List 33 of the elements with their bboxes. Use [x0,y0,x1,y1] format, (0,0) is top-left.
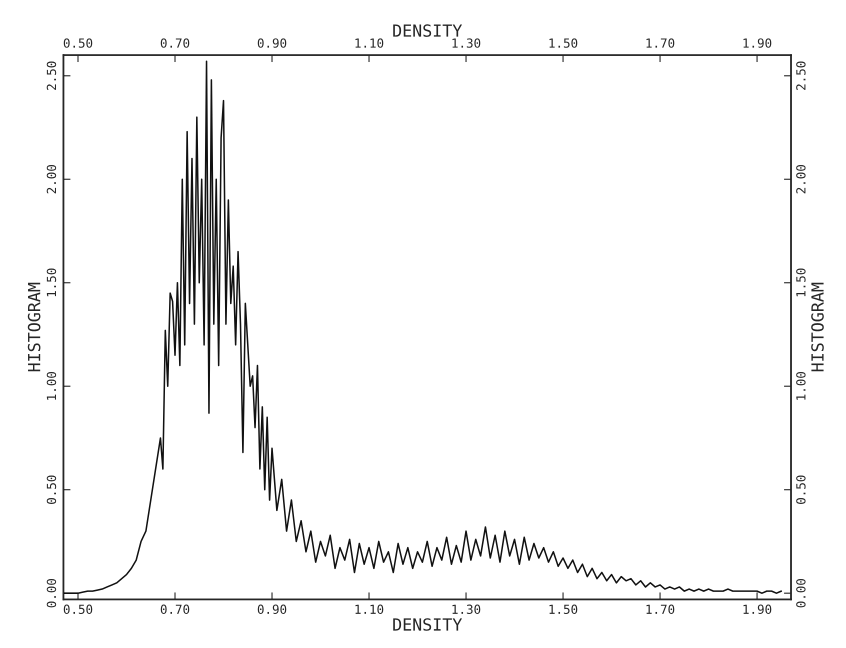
y-axis-title: HISTOGRAM [28,282,40,372]
x-tick-label: 0.50 [64,604,92,614]
x-tick-label: 1.30 [452,604,480,614]
y-tick-label: 1.50 [46,268,56,296]
x-tick-label: 1.10 [355,604,384,614]
x2-axis-title: DENSITY [393,24,462,37]
y2-axis-title: HISTOGRAM [811,282,824,372]
y-tick-label: 0.50 [46,475,56,504]
x2-tick-label: 1.90 [744,38,772,48]
x2-tick-label: 0.50 [64,38,92,48]
y-tick-label: 2.00 [46,165,56,194]
y2-tick-label: 1.00 [796,372,806,400]
x2-tick-label: 0.90 [258,38,286,48]
x-tick-label: 1.70 [646,604,674,614]
y2-tick-label: 2.00 [796,165,806,194]
x-tick-label: 1.50 [549,604,578,614]
y2-tick-label: 0.50 [796,475,806,504]
x-tick-label: 1.90 [744,604,772,614]
x2-tick-label: 1.10 [355,38,384,48]
y-tick-label: 0.00 [46,578,56,608]
x-tick-label: 0.70 [160,604,190,614]
x2-tick-label: 1.50 [549,38,578,48]
x-axis-title: DENSITY [393,618,462,631]
x-tick-label: 0.90 [258,604,286,614]
y-tick-label: 1.00 [46,372,56,400]
x2-tick-label: 0.70 [160,38,190,48]
y2-tick-label: 2.50 [796,62,806,90]
line-series [63,60,782,594]
x2-tick-label: 1.70 [646,38,674,48]
y2-tick-label: 0.00 [796,578,806,608]
y-tick-label: 2.50 [46,62,56,90]
y2-tick-label: 1.50 [796,268,806,296]
x2-tick-label: 1.30 [452,38,480,48]
